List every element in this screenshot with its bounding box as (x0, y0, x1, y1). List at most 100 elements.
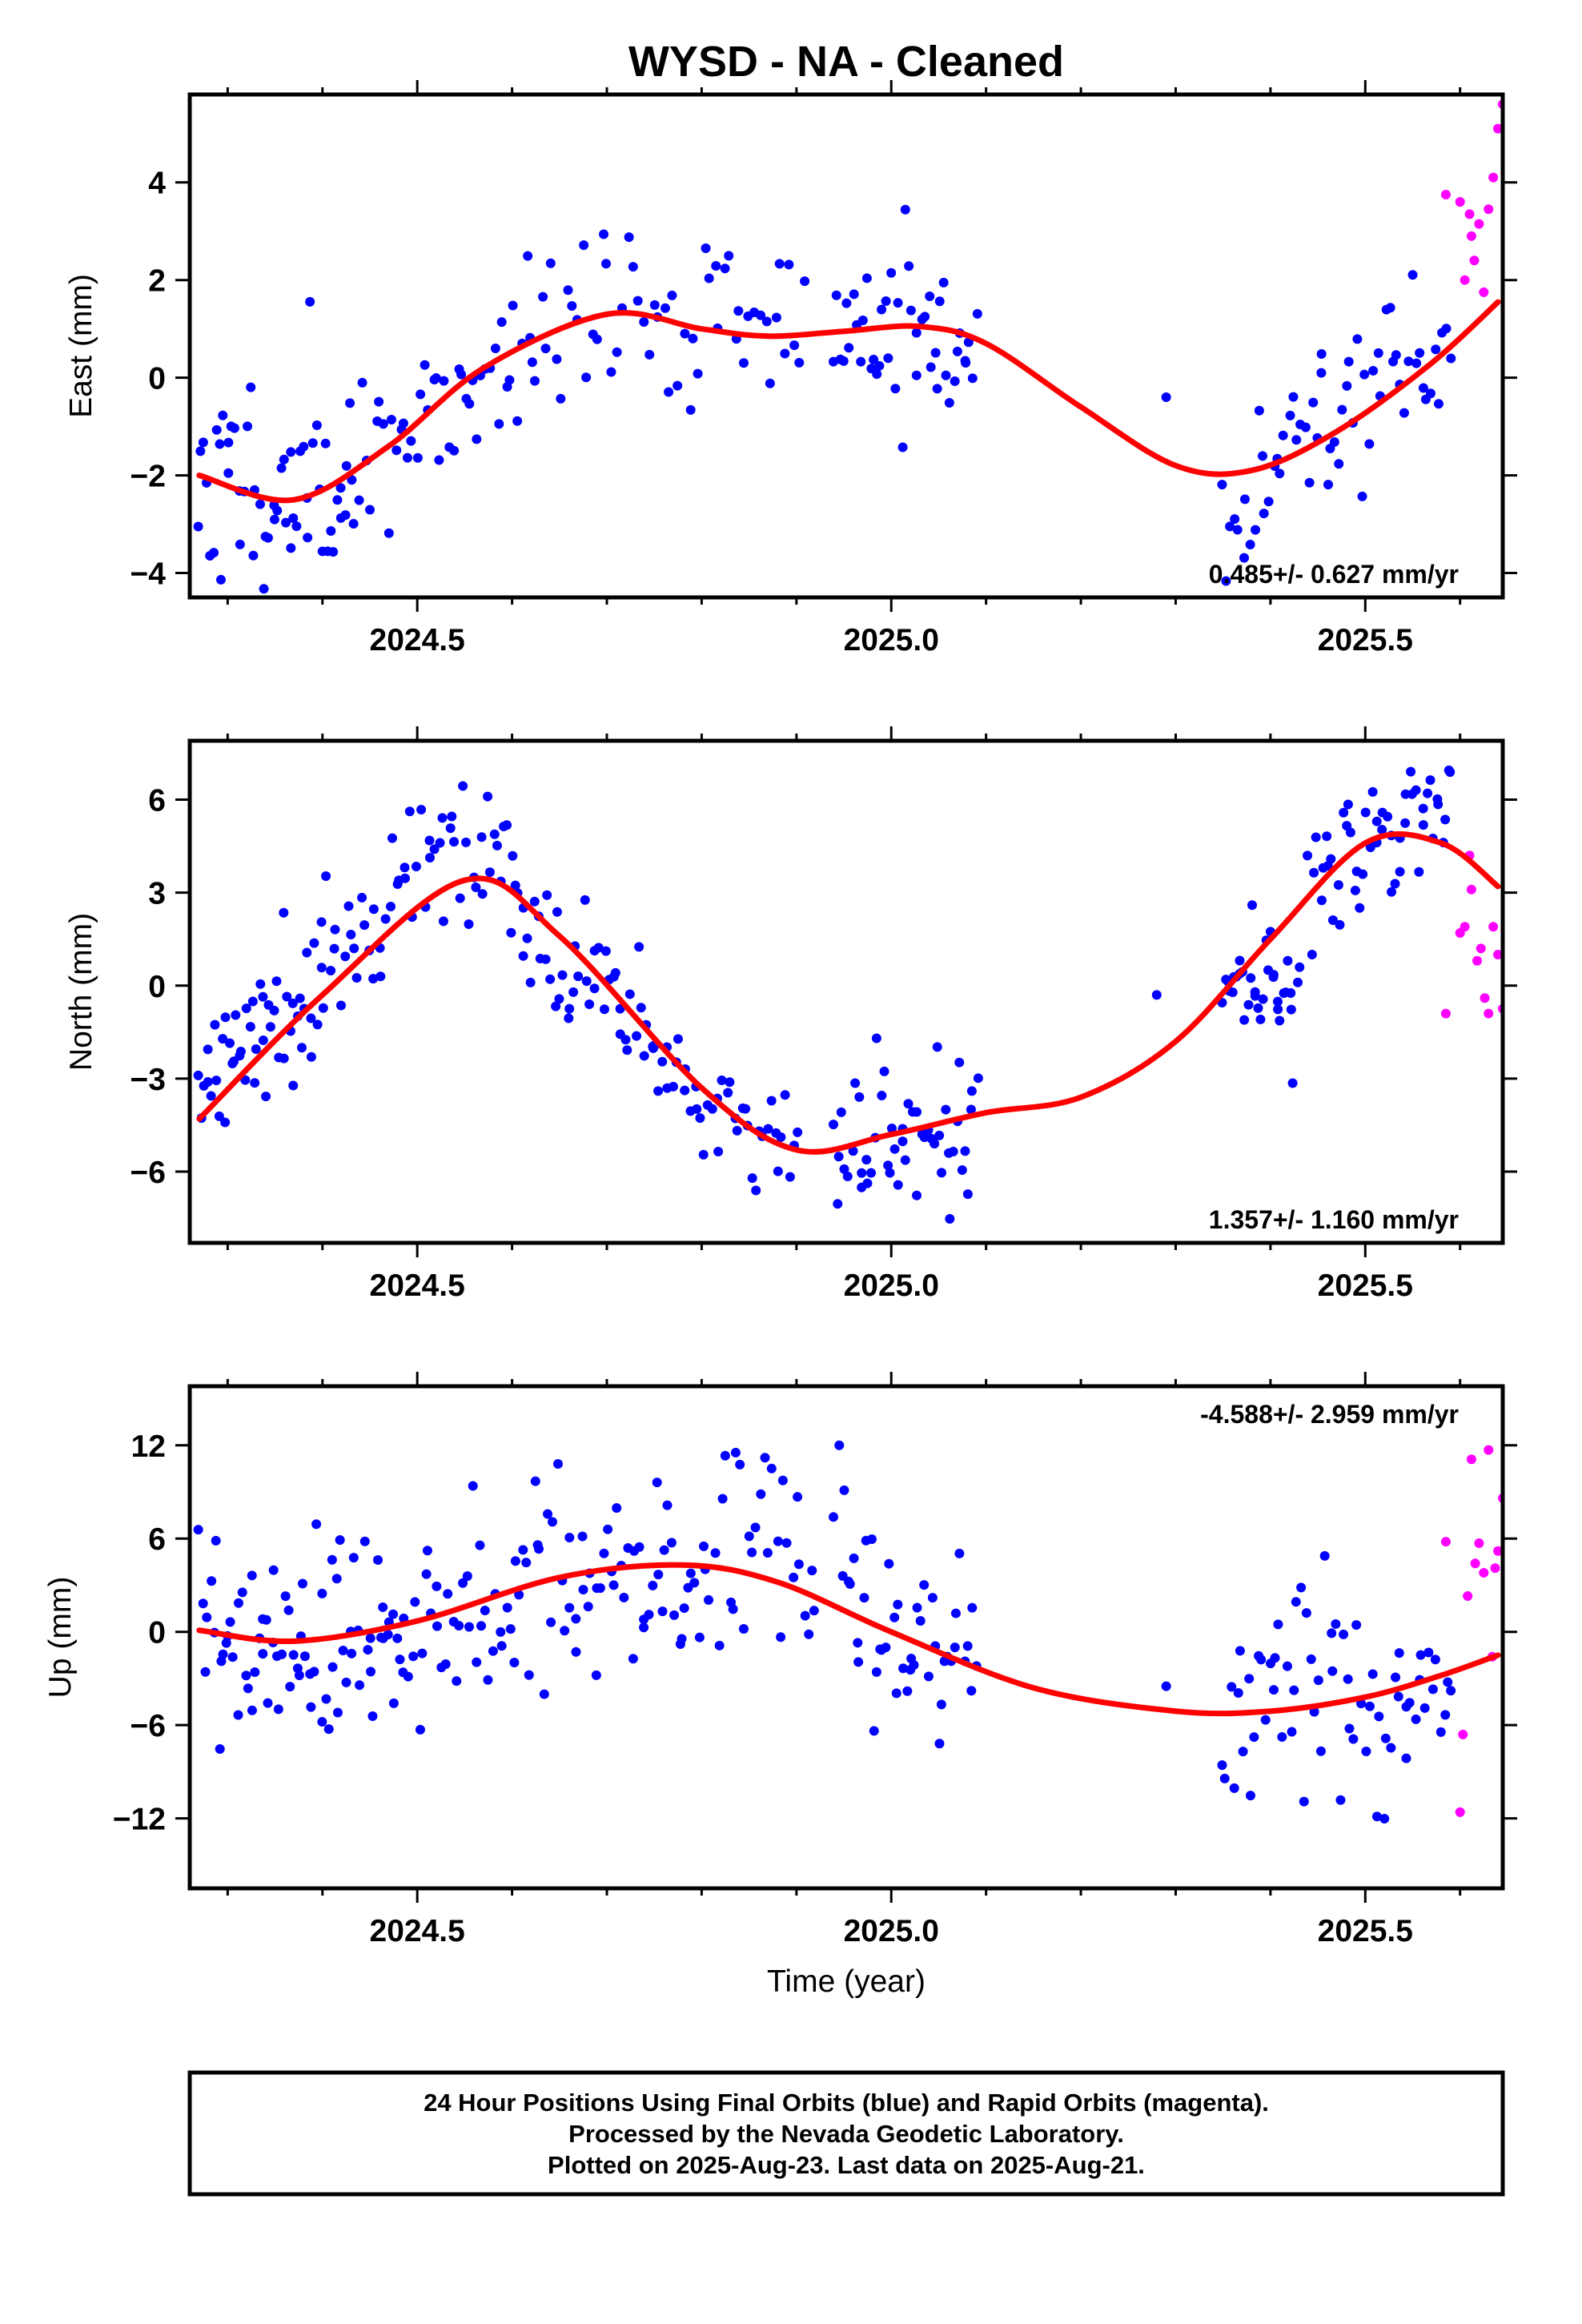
final-orbit-point (932, 1042, 942, 1052)
final-orbit-point (653, 1570, 664, 1580)
final-orbit-point (781, 1538, 792, 1548)
final-orbit-point (720, 263, 730, 274)
final-orbit-point (1390, 879, 1400, 889)
final-orbit-point (557, 970, 568, 980)
final-orbit-point (966, 1686, 977, 1696)
y-tick-label: 6 (148, 1522, 166, 1557)
final-orbit-point (751, 1185, 761, 1196)
final-orbit-point (1235, 955, 1245, 966)
final-orbit-point (464, 1622, 474, 1632)
final-orbit-point (612, 347, 622, 357)
y-axis: −4 −2 0 2 4 (130, 167, 1517, 592)
final-orbit-point (589, 983, 600, 994)
final-orbit-point (785, 1172, 795, 1182)
final-orbit-point (1219, 1773, 1230, 1783)
final-orbit-point (713, 1147, 724, 1157)
final-orbit-point (669, 1610, 680, 1620)
final-orbit-point (839, 1485, 849, 1495)
final-orbit-point (225, 1617, 235, 1627)
rapid-orbit-point (1455, 1807, 1465, 1817)
final-orbit-point (235, 539, 245, 549)
final-orbit-point (679, 1603, 689, 1614)
final-orbit-point (345, 398, 355, 408)
final-orbit-point (367, 1711, 378, 1721)
final-orbit-point (340, 951, 351, 962)
final-orbit-point (897, 1136, 908, 1147)
final-orbit-point (761, 316, 772, 327)
final-orbit-point (261, 1614, 271, 1625)
final-orbit-point (1239, 553, 1250, 563)
final-orbit-point (395, 1655, 405, 1665)
final-orbit-point (323, 1724, 334, 1735)
final-orbit-point (286, 543, 296, 553)
y-tick-label: −6 (130, 1156, 166, 1190)
final-orbit-point (452, 1676, 462, 1687)
final-orbit-point (839, 1164, 849, 1174)
final-orbit-point (1268, 1685, 1279, 1695)
final-orbit-point (1256, 1655, 1267, 1665)
final-orbit-point (1283, 955, 1293, 966)
final-orbit-point (563, 285, 573, 296)
final-orbit-point (332, 495, 343, 505)
final-orbit-point (809, 1606, 819, 1616)
final-orbit-point (944, 397, 954, 408)
final-orbit-point (247, 996, 258, 1007)
final-orbit-point (967, 1602, 978, 1613)
final-orbit-point (432, 1581, 442, 1591)
final-orbit-point (1350, 885, 1360, 895)
final-orbit-point (348, 519, 359, 529)
rapid-orbit-point (1476, 943, 1486, 954)
final-orbit-point (359, 1536, 370, 1546)
rapid-orbit-point (1480, 993, 1490, 1003)
final-orbit-point (1359, 369, 1370, 380)
final-orbit-point (789, 1572, 799, 1582)
final-orbit-point (496, 1641, 507, 1651)
final-orbit-point (211, 424, 222, 435)
data-layer (193, 765, 1503, 1224)
final-orbit-point (1313, 1675, 1323, 1686)
final-orbit-point (1433, 399, 1443, 409)
final-orbit-point (440, 1659, 451, 1670)
final-orbit-point (552, 907, 562, 917)
final-orbit-point (688, 333, 698, 344)
final-orbit-point (1291, 1597, 1301, 1607)
final-orbit-point (1355, 903, 1365, 913)
final-orbit-point (741, 1104, 751, 1114)
final-orbit-point (200, 1667, 211, 1677)
final-orbit-point (1430, 1655, 1440, 1665)
final-orbit-point (871, 1667, 881, 1677)
final-orbit-point (422, 1546, 432, 1556)
final-orbit-point (302, 947, 312, 958)
final-orbit-point (628, 262, 638, 272)
rapid-orbit-point (1479, 1567, 1489, 1578)
final-orbit-point (483, 791, 493, 802)
final-orbit-point (1315, 1746, 1326, 1756)
final-orbit-point (911, 370, 921, 380)
final-orbit-point (538, 292, 548, 302)
final-orbit-point (954, 1548, 965, 1558)
final-orbit-point (259, 584, 269, 594)
final-orbit-point (195, 446, 206, 456)
final-orbit-point (760, 1453, 770, 1463)
final-orbit-point (348, 1553, 359, 1563)
final-orbit-point (311, 1519, 322, 1530)
final-orbit-point (1251, 525, 1261, 535)
final-orbit-point (900, 204, 910, 215)
final-orbit-point (877, 304, 887, 315)
final-orbit-point (1225, 521, 1235, 532)
final-orbit-point (1395, 866, 1405, 877)
final-orbit-point (398, 418, 408, 428)
velocity-rate-label: 0.485+/- 0.627 mm/yr (1209, 560, 1459, 589)
final-orbit-point (1364, 439, 1375, 449)
final-orbit-point (366, 1667, 376, 1677)
final-orbit-point (387, 833, 397, 843)
final-orbit-point (203, 1077, 213, 1088)
final-orbit-point (639, 1051, 649, 1061)
final-orbit-point (1391, 350, 1401, 360)
final-orbit-point (203, 1044, 213, 1055)
final-orbit-point (884, 1558, 894, 1569)
final-orbit-point (844, 343, 854, 353)
final-orbit-point (288, 513, 299, 524)
final-orbit-point (600, 946, 611, 956)
rapid-orbit-point (1440, 1008, 1451, 1019)
